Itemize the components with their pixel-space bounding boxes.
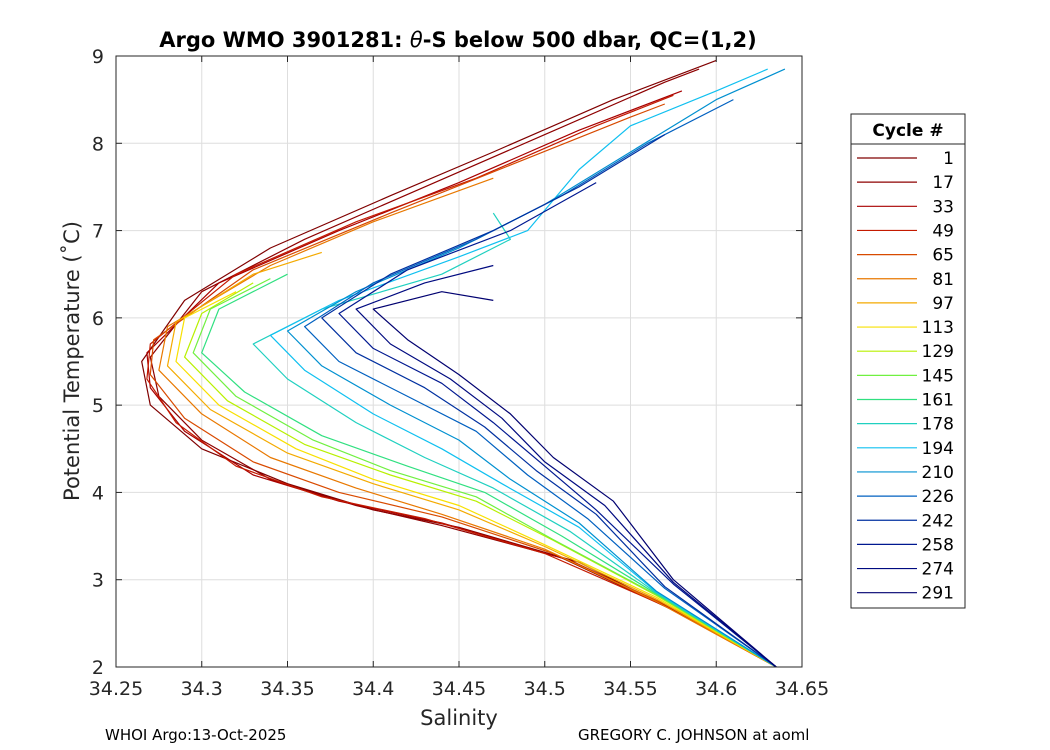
legend-entries: 1 17 33 49 65 81 97 113 129 145 161 178 194 210 226 242… xyxy=(857,149,954,604)
legend-entry-label: 1 xyxy=(943,149,954,169)
series-line-cycle-65 xyxy=(149,103,777,668)
x-tick-label: 34.5 xyxy=(524,678,566,700)
x-axis-label: Salinity xyxy=(420,706,498,730)
x-tick-label: 34.45 xyxy=(432,678,486,700)
x-tick-label: 34.4 xyxy=(352,678,394,700)
legend-entry-label: 274 xyxy=(922,560,954,580)
series-line-cycle-49 xyxy=(146,94,777,668)
legend-entry-label: 242 xyxy=(922,511,954,531)
series-line-cycle-194 xyxy=(269,68,777,668)
legend-entry-label: 65 xyxy=(932,246,954,266)
series-line-cycle-242 xyxy=(321,134,777,668)
legend-entry-label: 291 xyxy=(922,584,954,604)
legend-entry-label: 97 xyxy=(932,294,954,314)
chart-title-suffix: -S below 500 dbar, QC=(1,2) xyxy=(423,28,757,52)
x-tick-label: 34.55 xyxy=(603,678,657,700)
grid-lines xyxy=(115,55,803,668)
legend-entry-label: 145 xyxy=(922,366,954,386)
legend-title: Cycle # xyxy=(872,121,943,141)
y-tick-label: 8 xyxy=(92,133,104,155)
x-tick-label: 34.35 xyxy=(260,678,314,700)
legend-entry-label: 194 xyxy=(922,439,954,459)
legend: Cycle # 1 17 33 49 65 81 97 113 129 145 161 178 194 2… xyxy=(850,113,966,609)
x-tick-label: 34.65 xyxy=(775,678,829,700)
series-line-cycle-161 xyxy=(201,273,777,668)
x-tick-label: 34.6 xyxy=(695,678,737,700)
y-axis-label: Potential Temperature (˚C) xyxy=(60,221,84,501)
series-line-cycle-17 xyxy=(149,68,777,668)
y-tick-label: 3 xyxy=(92,570,104,592)
footer-left: WHOI Argo:13-Oct-2025 xyxy=(105,726,287,744)
chart-title-theta: θ xyxy=(410,28,423,52)
series-line-cycle-81 xyxy=(158,177,777,668)
legend-entry-label: 226 xyxy=(922,487,954,507)
chart-title: Argo WMO 3901281: θ-S below 500 dbar, QC… xyxy=(159,28,756,52)
y-tick-label: 9 xyxy=(92,46,104,68)
series-line-cycle-210 xyxy=(286,68,786,668)
series-layer xyxy=(141,59,786,668)
series-line-cycle-258 xyxy=(338,182,777,668)
x-axis-ticks: 34.25 34.3 34.35 34.4 34.45 34.5 34.55 34.6 34.6… xyxy=(89,56,829,700)
legend-entry-label: 49 xyxy=(932,221,954,241)
legend-entry-label: 210 xyxy=(922,463,954,483)
series-line-cycle-291 xyxy=(372,291,777,668)
y-tick-label: 2 xyxy=(92,657,104,679)
x-tick-label: 34.3 xyxy=(181,678,223,700)
legend-entry-label: 258 xyxy=(922,535,954,555)
legend-entry-label: 113 xyxy=(922,318,954,338)
y-axis-ticks: 2 3 4 5 6 7 8 9 xyxy=(92,46,802,679)
legend-entry-label: 81 xyxy=(932,270,954,290)
series-line-cycle-97 xyxy=(166,251,777,668)
legend-entry-label: 178 xyxy=(922,415,954,435)
x-tick-label: 34.25 xyxy=(89,678,143,700)
series-line-cycle-33 xyxy=(146,90,777,668)
legend-entry-label: 33 xyxy=(932,197,954,217)
y-tick-label: 4 xyxy=(92,482,104,504)
series-line-cycle-274 xyxy=(355,264,777,668)
footer-right: GREGORY C. JOHNSON at aoml xyxy=(578,726,810,744)
series-line-cycle-178 xyxy=(252,212,777,668)
chart-title-prefix: Argo WMO 3901281: xyxy=(159,28,410,52)
legend-box xyxy=(850,113,966,609)
legend-entry-label: 129 xyxy=(922,342,954,362)
legend-entry-label: 161 xyxy=(922,391,954,411)
series-line-cycle-1 xyxy=(141,59,777,668)
y-tick-label: 7 xyxy=(92,221,104,243)
series-line-cycle-129 xyxy=(184,282,777,668)
legend-entry-label: 17 xyxy=(932,173,954,193)
series-line-cycle-226 xyxy=(304,99,777,668)
y-tick-label: 6 xyxy=(92,308,104,330)
series-line-cycle-113 xyxy=(175,291,777,668)
y-tick-label: 5 xyxy=(92,395,104,417)
series-line-cycle-145 xyxy=(192,278,777,668)
